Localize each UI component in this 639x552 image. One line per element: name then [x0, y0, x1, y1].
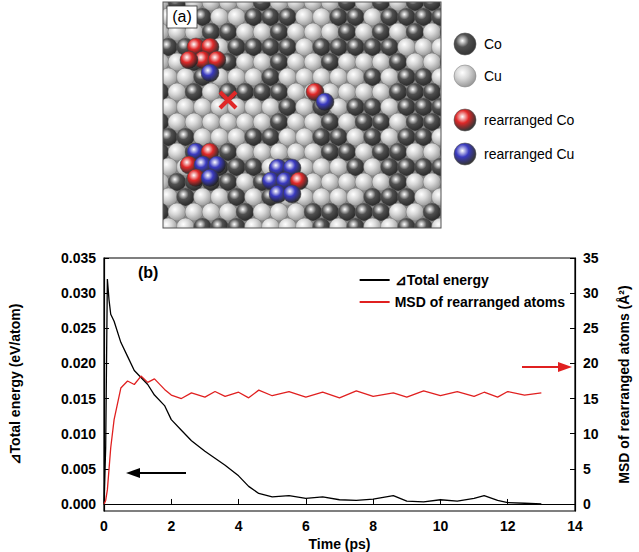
svg-text:0: 0 — [583, 496, 591, 512]
svg-text:35: 35 — [583, 250, 599, 266]
svg-text:15: 15 — [583, 391, 599, 407]
svg-text:Co: Co — [484, 36, 502, 52]
svg-text:30: 30 — [583, 285, 599, 301]
svg-text:(a): (a) — [172, 8, 192, 25]
svg-text:0.030: 0.030 — [61, 285, 96, 301]
svg-text:8: 8 — [369, 518, 377, 534]
svg-text:⊿Total energy: ⊿Total energy — [395, 272, 489, 288]
svg-text:rearranged Cu: rearranged Cu — [484, 146, 574, 162]
svg-text:0: 0 — [100, 518, 108, 534]
svg-text:14: 14 — [567, 518, 583, 534]
svg-text:0.005: 0.005 — [61, 461, 96, 477]
svg-text:4: 4 — [235, 518, 243, 534]
svg-text:0.000: 0.000 — [61, 496, 96, 512]
svg-text:MSD of rearranged atoms (Å²): MSD of rearranged atoms (Å²) — [616, 285, 632, 483]
svg-text:0.020: 0.020 — [61, 355, 96, 371]
svg-text:⊿Total energy (eV/atom): ⊿Total energy (eV/atom) — [7, 304, 23, 466]
svg-text:6: 6 — [302, 518, 310, 534]
svg-text:0.010: 0.010 — [61, 426, 96, 442]
svg-text:0.025: 0.025 — [61, 320, 96, 336]
svg-text:0.035: 0.035 — [61, 250, 96, 266]
svg-text:20: 20 — [583, 355, 599, 371]
svg-text:Time (ps): Time (ps) — [309, 536, 371, 552]
svg-text:rearranged Co: rearranged Co — [484, 112, 574, 128]
svg-text:10: 10 — [433, 518, 449, 534]
svg-text:Cu: Cu — [484, 68, 502, 84]
svg-text:25: 25 — [583, 320, 599, 336]
svg-text:10: 10 — [583, 426, 599, 442]
svg-text:MSD of rearranged atoms: MSD of rearranged atoms — [395, 294, 566, 310]
svg-text:0.015: 0.015 — [61, 391, 96, 407]
svg-text:(b): (b) — [138, 264, 158, 281]
svg-text:5: 5 — [583, 461, 591, 477]
svg-text:2: 2 — [167, 518, 175, 534]
svg-text:12: 12 — [500, 518, 516, 534]
